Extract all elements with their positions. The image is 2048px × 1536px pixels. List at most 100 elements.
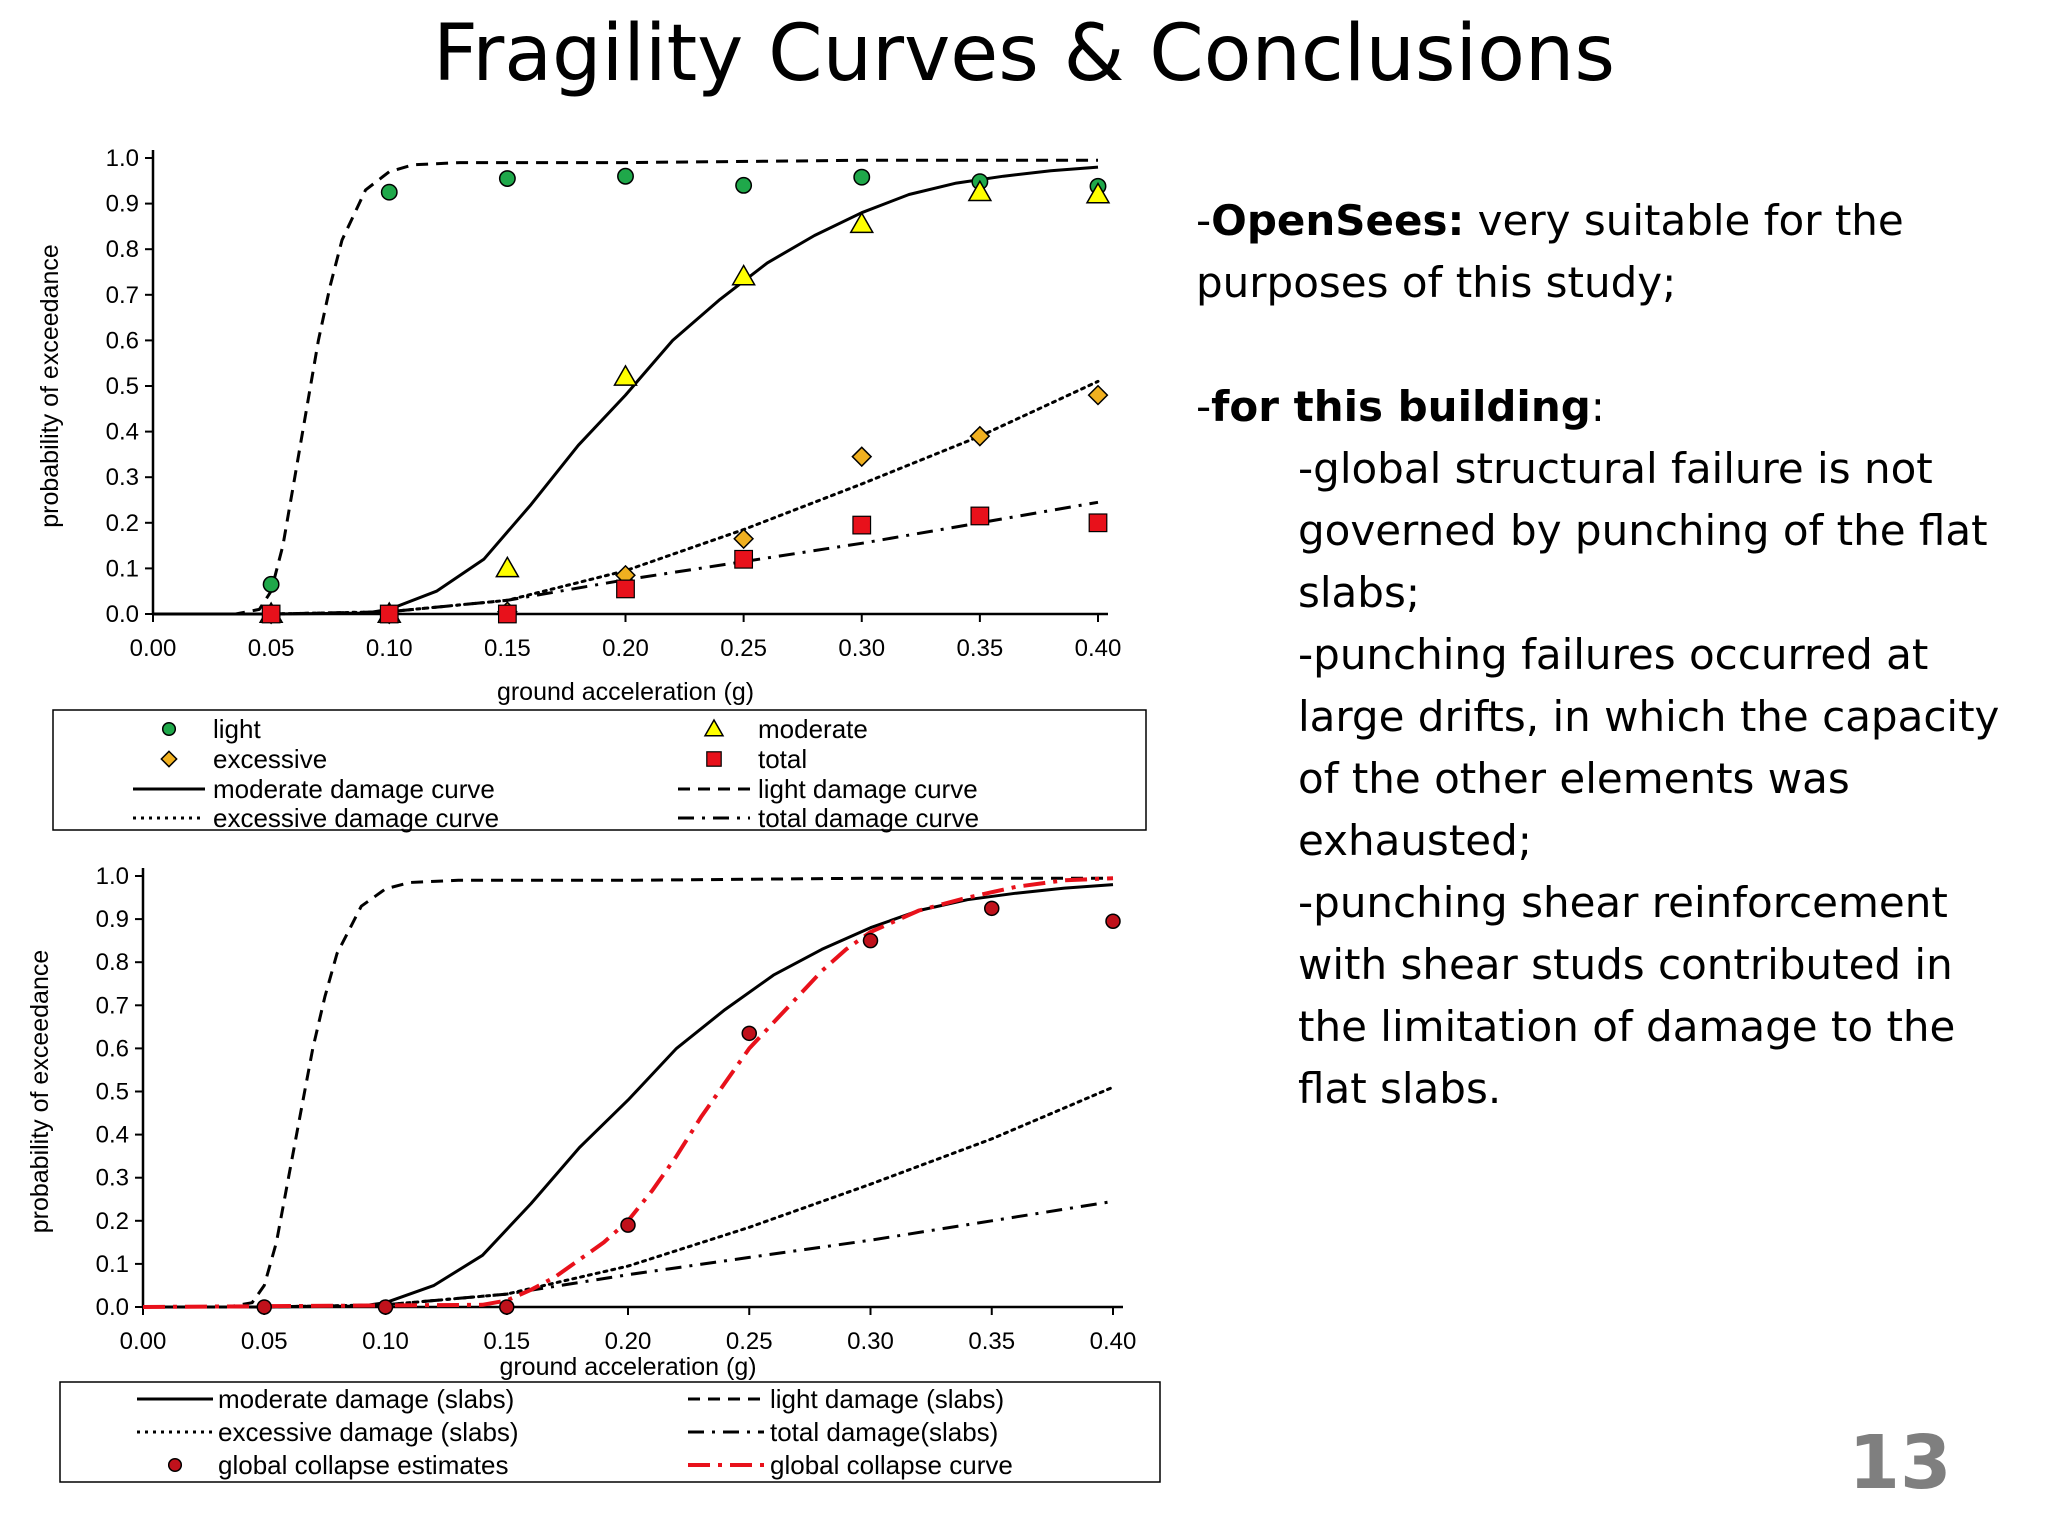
x-tick-label: 0.30 (838, 635, 885, 662)
y-tick-label: 0.3 (106, 464, 139, 491)
x-tick-label: 0.15 (484, 635, 531, 662)
axes: 0.0 0.1 0.2 0.3 0.4 0.5 0.6 0.7 0.8 0.9 1.0 0.00 0.0… (36, 145, 1121, 706)
total-point (734, 549, 754, 569)
moderate-legend-marker (703, 718, 725, 737)
legend-label: excessive damage curve (213, 803, 499, 833)
legend-label: light (213, 714, 261, 744)
y-tick-label: 0.9 (106, 191, 139, 218)
y-tick-label: 0.5 (96, 1079, 129, 1106)
moderate-point (849, 211, 875, 234)
y-tick-label: 0.8 (96, 949, 129, 976)
y-tick-label: 0.6 (106, 327, 139, 354)
legend-label: total (758, 744, 807, 774)
legend-label: excessive (213, 744, 327, 774)
global-collapse-estimates-point (620, 1217, 636, 1233)
y-axis-title: probability of exceedance (26, 950, 54, 1234)
legend-label: global collapse curve (770, 1450, 1013, 1480)
y-tick-label: 0.2 (96, 1208, 129, 1235)
total-legend-marker (706, 751, 722, 767)
legend-label: light damage curve (758, 774, 978, 804)
legend-label: moderate (758, 714, 868, 744)
excessive-point (1087, 384, 1109, 406)
y-tick-label: 0.0 (106, 601, 139, 628)
total-point (1088, 513, 1108, 533)
y-tick-label: 0.7 (106, 282, 139, 309)
x-tick-label: 0.10 (362, 1328, 409, 1355)
light-damage-slabs-line (143, 876, 1113, 1309)
x-tick-label: 0.30 (847, 1328, 894, 1355)
y-tick-label: 0.0 (96, 1294, 129, 1321)
light-point (735, 176, 753, 194)
excessive-point (733, 528, 755, 550)
excessive-damage-slabs-line (141, 1085, 1115, 1309)
global-collapse-estimates-point (499, 1299, 515, 1315)
total-point (497, 604, 517, 624)
total-point (852, 515, 872, 535)
light-point (853, 168, 871, 186)
x-tick-label: 0.25 (720, 635, 767, 662)
y-tick-label: 1.0 (106, 145, 139, 172)
x-tick-label: 0.05 (248, 635, 295, 662)
x-tick-label: 0.05 (241, 1328, 288, 1355)
x-tick-label: 0.20 (602, 635, 649, 662)
legend-label: excessive damage (slabs) (218, 1417, 519, 1447)
legend-box (52, 709, 1147, 831)
x-axis-title: ground acceleration (g) (497, 678, 754, 706)
global-collapse-estimates-point (741, 1025, 757, 1042)
total-point (970, 506, 990, 526)
curves (151, 158, 1100, 616)
y-tick-label: 0.4 (96, 1122, 129, 1149)
legend-label: total damage curve (758, 803, 979, 833)
data-points (256, 900, 1121, 1315)
y-tick-label: 0.4 (106, 419, 139, 446)
y-tick-label: 0.1 (106, 555, 139, 582)
conclusion-opensees-rest: very suitable for the purposes of this s… (1196, 196, 1904, 307)
conclusion-subpoint: -punching failures occurred at large dri… (1298, 630, 2000, 865)
conclusion-building-bold: for this building (1211, 382, 1591, 431)
light-point (380, 183, 398, 201)
excessive-legend-marker (160, 750, 178, 768)
conclusion-opensees-bold: OpenSees: (1211, 196, 1465, 245)
y-tick-label: 0.5 (106, 373, 139, 400)
curves (141, 876, 1115, 1309)
light-point (262, 575, 280, 593)
moderate-point (967, 179, 993, 202)
conclusion-building-rest: : (1590, 382, 1605, 431)
legend: light moderate excessive total moderate dama… (52, 709, 1147, 833)
total-point (261, 604, 281, 624)
light-point (617, 167, 634, 185)
global-collapse-curve-line (142, 876, 1114, 1309)
legend-label: moderate damage (slabs) (218, 1384, 514, 1414)
light-legend-marker (161, 721, 177, 737)
x-tick-label: 0.35 (968, 1328, 1015, 1355)
global-collapse-estimates-point (984, 900, 1000, 917)
legend-label: total damage(slabs) (770, 1417, 998, 1447)
y-tick-label: 0.9 (96, 906, 129, 933)
y-tick-label: 1.0 (96, 863, 129, 890)
x-tick-label: 0.35 (957, 635, 1004, 662)
x-tick-label: 0.10 (366, 635, 413, 662)
conclusions-text: -OpenSees: very suitable for the purpose… (1196, 190, 2016, 1120)
moderate-point (1085, 181, 1111, 204)
light-damage-curve-line (153, 158, 1098, 616)
page-number: 13 (1848, 1420, 1952, 1506)
legend-label: light damage (slabs) (770, 1384, 1004, 1414)
moderate-point (613, 364, 638, 386)
x-tick-label: 0.00 (120, 1328, 167, 1355)
y-tick-label: 0.8 (106, 236, 139, 263)
global-collapse-estimates-point (377, 1299, 394, 1315)
x-tick-label: 0.25 (726, 1328, 773, 1355)
global-collapse-estimates-point (256, 1299, 272, 1315)
slide-title: Fragility Curves & Conclusions (433, 9, 1615, 99)
y-tick-label: 0.7 (96, 992, 129, 1019)
conclusion-subpoint: -punching shear reinforcement with shear… (1298, 878, 1956, 1113)
legend-label: moderate damage curve (213, 774, 495, 804)
y-tick-label: 0.1 (96, 1251, 129, 1278)
x-tick-label: 0.40 (1075, 635, 1122, 662)
total-damage-slabs-line (143, 1199, 1114, 1309)
total-point (379, 604, 399, 624)
moderate-damage-slabs-line (143, 883, 1114, 1309)
y-tick-label: 0.6 (96, 1035, 129, 1062)
moderate-damage-curve-line (153, 165, 1099, 616)
legend-label: global collapse estimates (218, 1450, 509, 1480)
